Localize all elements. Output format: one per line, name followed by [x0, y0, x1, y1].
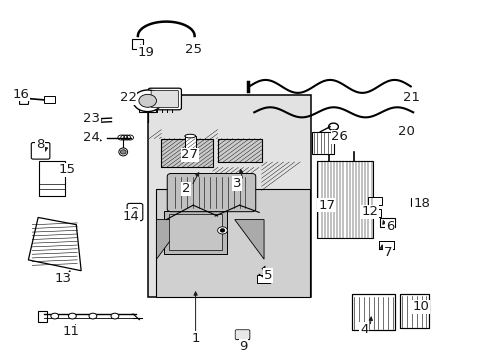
FancyBboxPatch shape: [148, 88, 181, 110]
Bar: [147, 95, 311, 297]
Circle shape: [120, 150, 126, 154]
Bar: [39, 161, 64, 196]
Circle shape: [68, 313, 76, 319]
Ellipse shape: [184, 134, 195, 138]
Text: 5: 5: [263, 269, 272, 282]
Bar: [161, 139, 212, 167]
Ellipse shape: [119, 148, 127, 156]
Bar: [351, 294, 394, 330]
Polygon shape: [234, 220, 264, 259]
Text: 27: 27: [181, 148, 198, 161]
Text: 12: 12: [361, 205, 377, 218]
Circle shape: [220, 229, 224, 232]
Polygon shape: [20, 94, 29, 104]
Bar: [378, 241, 393, 249]
Text: 6: 6: [385, 220, 394, 233]
Text: 4: 4: [359, 323, 368, 336]
Text: 3: 3: [232, 177, 241, 190]
FancyBboxPatch shape: [151, 90, 178, 108]
Text: 19: 19: [137, 46, 154, 59]
Circle shape: [111, 313, 119, 319]
Bar: [235, 330, 249, 339]
Text: 17: 17: [318, 199, 334, 212]
Circle shape: [139, 94, 156, 107]
FancyBboxPatch shape: [127, 203, 142, 221]
Text: 10: 10: [411, 300, 428, 313]
Bar: [399, 294, 428, 328]
Bar: [256, 275, 270, 283]
Circle shape: [89, 313, 97, 319]
Text: 20: 20: [398, 125, 414, 138]
Bar: [399, 294, 428, 328]
Bar: [139, 103, 156, 112]
Text: 21: 21: [403, 91, 419, 104]
Text: 15: 15: [59, 163, 75, 176]
Bar: [367, 197, 381, 205]
Polygon shape: [28, 217, 81, 271]
Circle shape: [189, 48, 199, 55]
Circle shape: [217, 227, 227, 234]
Text: 26: 26: [331, 130, 347, 143]
Bar: [411, 199, 423, 205]
Text: 2: 2: [181, 183, 190, 195]
Text: 18: 18: [412, 197, 429, 210]
Bar: [163, 211, 227, 254]
Bar: [370, 209, 381, 217]
Circle shape: [133, 90, 162, 112]
Bar: [38, 311, 47, 322]
Text: 25: 25: [184, 43, 201, 56]
Bar: [155, 189, 309, 297]
Text: 14: 14: [122, 210, 139, 222]
Bar: [316, 161, 372, 238]
Text: 1: 1: [191, 332, 200, 345]
Circle shape: [51, 313, 59, 319]
Bar: [132, 39, 142, 49]
Bar: [380, 218, 394, 227]
Text: 8: 8: [36, 138, 44, 151]
Text: 16: 16: [12, 88, 29, 101]
Ellipse shape: [132, 207, 138, 213]
FancyBboxPatch shape: [235, 330, 249, 339]
Bar: [311, 132, 333, 154]
Text: 13: 13: [54, 273, 71, 285]
Bar: [410, 198, 425, 206]
Bar: [184, 136, 195, 148]
Text: 22: 22: [120, 91, 136, 104]
Bar: [217, 139, 261, 162]
FancyBboxPatch shape: [167, 174, 255, 212]
Text: 7: 7: [383, 246, 391, 258]
Bar: [168, 214, 222, 250]
Text: 11: 11: [62, 325, 79, 338]
FancyBboxPatch shape: [31, 143, 50, 159]
Text: 9: 9: [239, 340, 247, 353]
Text: 24: 24: [82, 131, 99, 144]
Text: 23: 23: [83, 112, 100, 125]
Polygon shape: [156, 220, 185, 259]
Bar: [44, 96, 55, 103]
Bar: [351, 294, 394, 330]
